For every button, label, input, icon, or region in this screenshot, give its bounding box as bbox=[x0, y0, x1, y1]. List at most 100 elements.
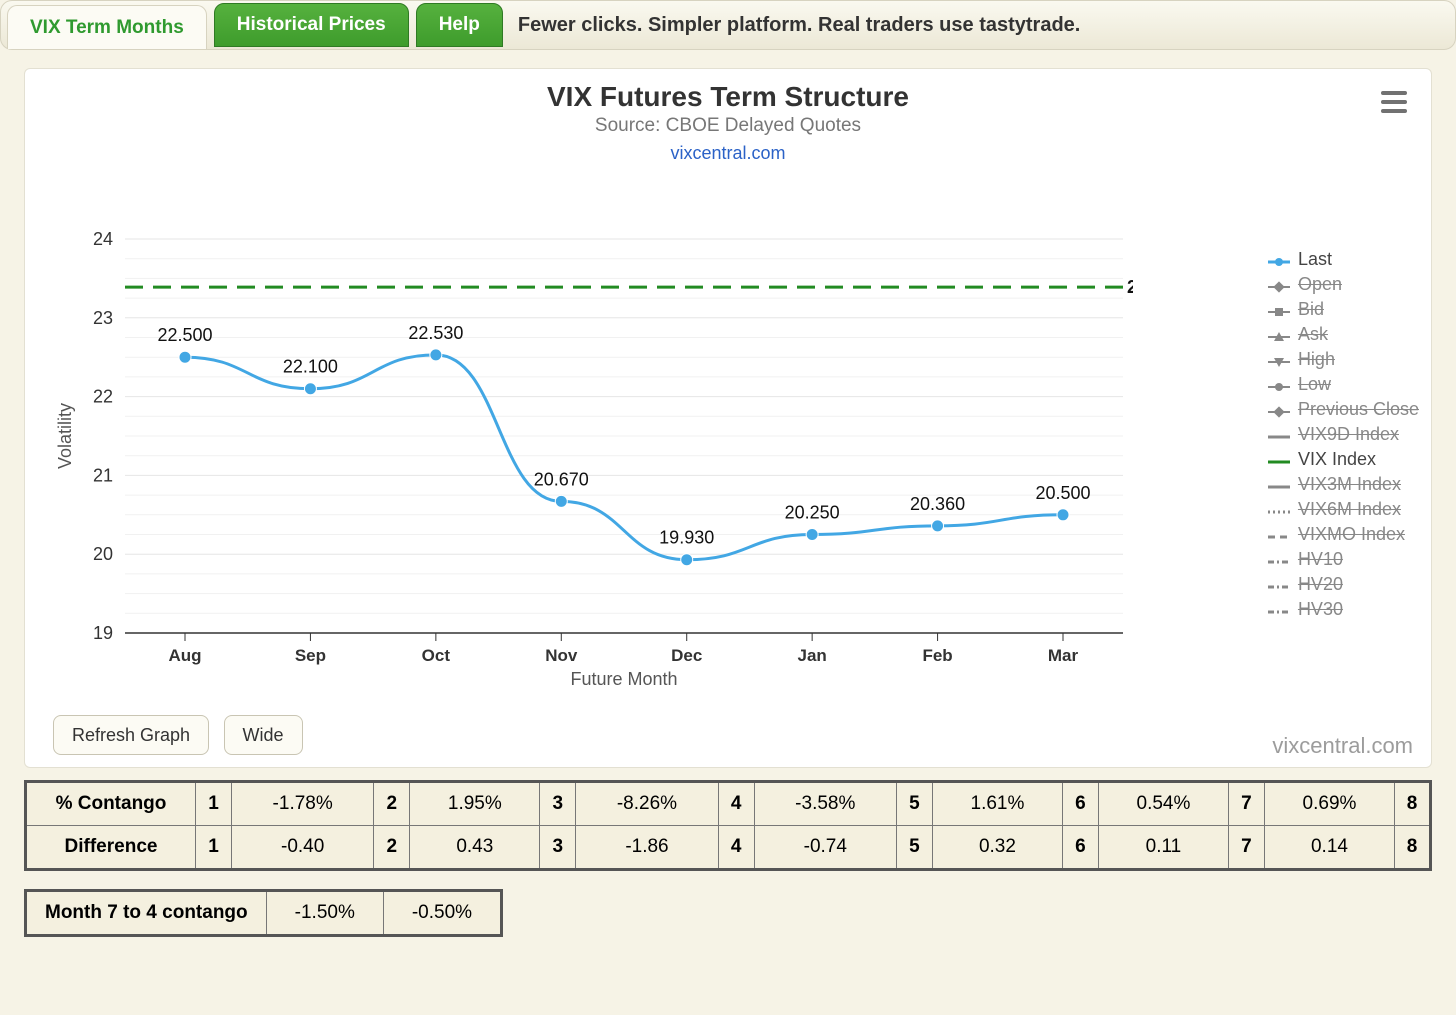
svg-text:22.530: 22.530 bbox=[408, 323, 463, 343]
svg-text:19.930: 19.930 bbox=[659, 528, 714, 548]
table-cell: -0.50% bbox=[383, 891, 501, 936]
legend-label: Previous Close bbox=[1298, 399, 1419, 420]
chart-plot-wrap: 192021222324AugSepOctNovDecJanFebMarFutu… bbox=[53, 229, 1133, 694]
legend-symbol bbox=[1268, 253, 1290, 267]
legend-item-vix-index[interactable]: VIX Index bbox=[1268, 449, 1419, 470]
legend-label: HV10 bbox=[1298, 549, 1343, 570]
legend-item-last[interactable]: Last bbox=[1268, 249, 1419, 270]
tab-vix-term-months[interactable]: VIX Term Months bbox=[7, 5, 207, 49]
legend-symbol bbox=[1268, 428, 1290, 442]
row-label: % Contango bbox=[26, 782, 196, 826]
table-cell: 0.32 bbox=[932, 826, 1062, 870]
table-cell: 4 bbox=[718, 826, 754, 870]
chart-watermark: vixcentral.com bbox=[1272, 733, 1413, 759]
legend-item-vixmo-index[interactable]: VIXMO Index bbox=[1268, 524, 1419, 545]
legend-symbol bbox=[1268, 528, 1290, 542]
legend-item-vix3m-index[interactable]: VIX3M Index bbox=[1268, 474, 1419, 495]
chart-card: VIX Futures Term Structure Source: CBOE … bbox=[24, 68, 1432, 768]
legend-symbol bbox=[1268, 553, 1290, 567]
svg-text:21: 21 bbox=[93, 465, 113, 485]
svg-text:20: 20 bbox=[93, 544, 113, 564]
table-cell: 0.11 bbox=[1098, 826, 1228, 870]
table-cell: 8 bbox=[1395, 782, 1431, 826]
table-cell: 3 bbox=[540, 782, 576, 826]
legend-item-high[interactable]: High bbox=[1268, 349, 1419, 370]
chart-legend: Last Open Bid Ask High Low Previous Close VIX9D… bbox=[1268, 249, 1419, 624]
legend-item-previous-close[interactable]: Previous Close bbox=[1268, 399, 1419, 420]
svg-text:20.500: 20.500 bbox=[1035, 483, 1090, 503]
legend-label: Ask bbox=[1298, 324, 1328, 345]
table-cell: 1.95% bbox=[410, 782, 540, 826]
svg-text:23: 23 bbox=[93, 308, 113, 328]
svg-text:22: 22 bbox=[93, 387, 113, 407]
svg-text:22.500: 22.500 bbox=[157, 325, 212, 345]
svg-text:Jan: Jan bbox=[797, 646, 826, 665]
legend-symbol bbox=[1268, 278, 1290, 292]
svg-text:20.670: 20.670 bbox=[534, 469, 589, 489]
refresh-graph-button[interactable]: Refresh Graph bbox=[53, 715, 209, 755]
legend-symbol bbox=[1268, 503, 1290, 517]
table-cell: 0.69% bbox=[1264, 782, 1394, 826]
table-cell: -1.86 bbox=[576, 826, 718, 870]
legend-symbol bbox=[1268, 403, 1290, 417]
tab-help[interactable]: Help bbox=[416, 3, 503, 47]
legend-label: High bbox=[1298, 349, 1335, 370]
tabs-bar: VIX Term Months Historical Prices Help F… bbox=[0, 0, 1456, 50]
legend-item-vix9d-index[interactable]: VIX9D Index bbox=[1268, 424, 1419, 445]
table-cell: 6 bbox=[1062, 782, 1098, 826]
table-cell: -0.74 bbox=[754, 826, 896, 870]
table-cell: 1.61% bbox=[932, 782, 1062, 826]
chart-subtitle: Source: CBOE Delayed Quotes bbox=[37, 115, 1419, 137]
table-cell: 1 bbox=[196, 826, 232, 870]
table-row: % Contango1-1.78%21.95%3-8.26%4-3.58%51.… bbox=[26, 782, 1431, 826]
legend-symbol bbox=[1268, 378, 1290, 392]
table-cell: -3.58% bbox=[754, 782, 896, 826]
chart-buttons: Refresh Graph Wide bbox=[53, 715, 313, 755]
tagline-text: Fewer clicks. Simpler platform. Real tra… bbox=[518, 14, 1080, 37]
chart-title: VIX Futures Term Structure bbox=[37, 81, 1419, 113]
table-cell: 2 bbox=[374, 826, 410, 870]
legend-symbol bbox=[1268, 478, 1290, 492]
legend-label: VIX3M Index bbox=[1298, 474, 1401, 495]
legend-symbol bbox=[1268, 603, 1290, 617]
svg-text:Feb: Feb bbox=[922, 646, 952, 665]
wide-button[interactable]: Wide bbox=[224, 715, 303, 755]
table-cell: 7 bbox=[1228, 782, 1264, 826]
svg-text:20.360: 20.360 bbox=[910, 494, 965, 514]
chart-source-link[interactable]: vixcentral.com bbox=[37, 143, 1419, 164]
svg-text:Future Month: Future Month bbox=[570, 669, 677, 689]
svg-text:19: 19 bbox=[93, 623, 113, 643]
legend-label: VIXMO Index bbox=[1298, 524, 1405, 545]
legend-item-hv30[interactable]: HV30 bbox=[1268, 599, 1419, 620]
legend-item-vix6m-index[interactable]: VIX6M Index bbox=[1268, 499, 1419, 520]
month-contango-table: Month 7 to 4 contango-1.50%-0.50% bbox=[24, 889, 503, 937]
legend-item-low[interactable]: Low bbox=[1268, 374, 1419, 395]
legend-symbol bbox=[1268, 328, 1290, 342]
legend-label: HV30 bbox=[1298, 599, 1343, 620]
legend-item-bid[interactable]: Bid bbox=[1268, 299, 1419, 320]
legend-label: HV20 bbox=[1298, 574, 1343, 595]
legend-symbol bbox=[1268, 578, 1290, 592]
table-cell: 0.14 bbox=[1264, 826, 1394, 870]
tab-historical-prices[interactable]: Historical Prices bbox=[214, 3, 409, 47]
legend-item-ask[interactable]: Ask bbox=[1268, 324, 1419, 345]
chart-plot-svg: 192021222324AugSepOctNovDecJanFebMarFutu… bbox=[53, 229, 1133, 689]
legend-label: Last bbox=[1298, 249, 1332, 270]
table-cell: 6 bbox=[1062, 826, 1098, 870]
legend-item-hv20[interactable]: HV20 bbox=[1268, 574, 1419, 595]
chart-menu-icon[interactable] bbox=[1381, 91, 1407, 113]
legend-label: VIX6M Index bbox=[1298, 499, 1401, 520]
svg-text:23.39: 23.39 bbox=[1127, 277, 1133, 297]
table-cell: 4 bbox=[718, 782, 754, 826]
legend-item-open[interactable]: Open bbox=[1268, 274, 1419, 295]
svg-text:Volatility: Volatility bbox=[55, 403, 75, 469]
svg-text:20.250: 20.250 bbox=[785, 503, 840, 523]
contango-table: % Contango1-1.78%21.95%3-8.26%4-3.58%51.… bbox=[24, 780, 1432, 871]
legend-symbol bbox=[1268, 453, 1290, 467]
table-cell: 8 bbox=[1395, 826, 1431, 870]
table-cell: -0.40 bbox=[232, 826, 374, 870]
svg-text:22.100: 22.100 bbox=[283, 357, 338, 377]
data-tables: % Contango1-1.78%21.95%3-8.26%4-3.58%51.… bbox=[24, 780, 1432, 937]
legend-label: Bid bbox=[1298, 299, 1324, 320]
legend-item-hv10[interactable]: HV10 bbox=[1268, 549, 1419, 570]
